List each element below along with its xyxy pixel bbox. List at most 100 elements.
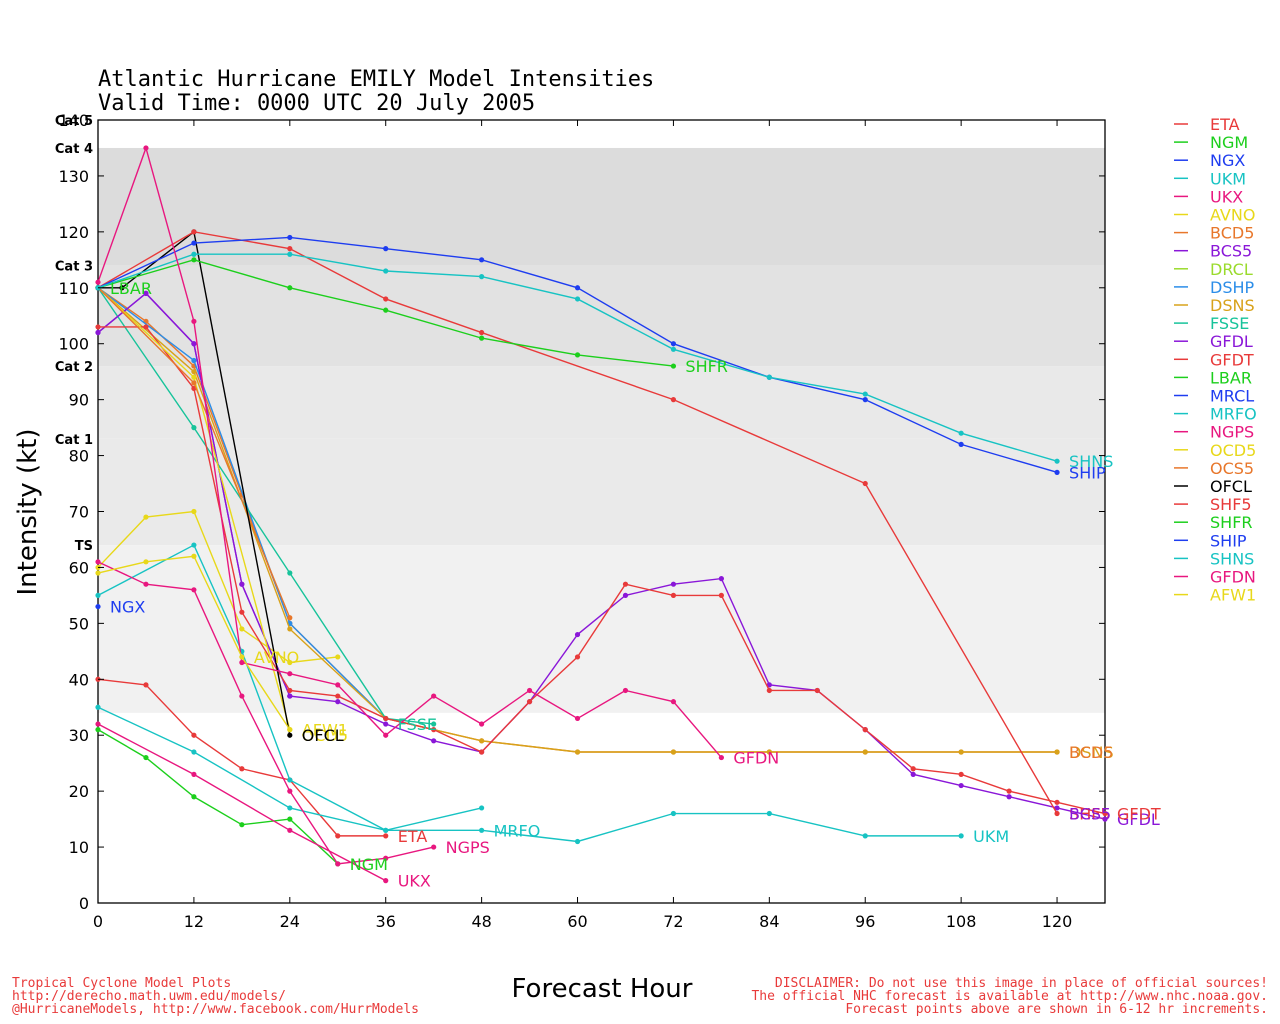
series-end-label: DSNS [1069, 743, 1114, 762]
data-point [191, 369, 197, 375]
x-tick-label: 12 [184, 912, 204, 931]
legend-entry: OCS5 [1210, 459, 1254, 478]
data-point [191, 380, 197, 386]
data-point [622, 687, 629, 694]
x-tick-label: 48 [471, 912, 491, 931]
x-tick-label: 72 [663, 912, 683, 931]
series-end-label: UKM [973, 827, 1009, 846]
data-point [670, 363, 677, 369]
series-ukx [95, 721, 389, 884]
series-end-label: GFDL [1117, 810, 1160, 829]
y-tick-label: 140 [58, 111, 89, 130]
data-point [143, 324, 149, 330]
footer-right-line1: DISCLAIMER: Do not use this image in pla… [775, 976, 1268, 991]
data-point [287, 251, 293, 257]
data-point [239, 609, 245, 615]
data-point [766, 682, 772, 688]
data-point [119, 285, 125, 291]
data-point [1102, 816, 1108, 822]
y-tick-label: 0 [79, 894, 89, 913]
x-tick-label: 120 [1042, 912, 1073, 931]
data-point [862, 727, 868, 733]
legend-entry: GFDN [1210, 568, 1256, 587]
data-point [958, 430, 964, 436]
x-axis-label: Forecast Hour [512, 974, 693, 1004]
series-line [97, 231, 1058, 814]
data-point [622, 581, 629, 587]
y-tick-label: 120 [58, 223, 89, 242]
data-point [1054, 749, 1060, 755]
data-point [335, 693, 341, 699]
data-point [95, 324, 101, 330]
chart-title: Atlantic Hurricane EMILY Model Intensiti… [98, 67, 654, 92]
data-point [431, 693, 437, 699]
legend-entry: BCS5 [1210, 242, 1252, 261]
data-point [287, 246, 293, 252]
series-end-label: MRFO [494, 821, 541, 840]
data-point [958, 441, 964, 447]
data-point [670, 749, 677, 755]
legend-entry: UKX [1210, 187, 1243, 206]
series-end-label: SHIP [1069, 463, 1106, 482]
data-point [143, 514, 149, 520]
footer-left-line1: Tropical Cyclone Model Plots [12, 976, 231, 991]
data-point [766, 749, 772, 755]
data-point [287, 615, 293, 621]
data-point [574, 654, 581, 660]
data-point [574, 352, 581, 358]
data-point [670, 346, 677, 352]
data-point [239, 693, 245, 699]
data-point [670, 699, 677, 705]
data-point [143, 581, 149, 587]
data-point [95, 721, 101, 727]
data-point [1006, 794, 1012, 800]
series-end-label: NGM [350, 855, 388, 874]
legend-entry: AVNO [1210, 206, 1255, 225]
series-end-label: SHFR [685, 357, 728, 376]
data-point [287, 805, 293, 811]
data-point [574, 285, 581, 291]
data-point [239, 659, 245, 666]
x-tick-label: 96 [855, 912, 875, 931]
legend-entry: SHNS [1210, 549, 1254, 568]
legend-entry: DRCL [1210, 260, 1253, 279]
data-point [95, 704, 101, 710]
data-point [191, 732, 197, 738]
series-end-label: NGPS [446, 838, 490, 857]
data-point [479, 329, 485, 336]
series-end-label: AFW1 [302, 721, 348, 740]
category-band [98, 366, 1105, 439]
data-point [383, 721, 389, 727]
legend-entry: SHIP [1210, 531, 1247, 550]
legend-entry: NGX [1210, 151, 1245, 170]
legend-entry: LBAR [1210, 368, 1252, 387]
y-tick-label: 60 [69, 558, 89, 577]
series-line [97, 287, 387, 719]
y-tick-label: 130 [58, 167, 89, 186]
y-tick-label: 20 [69, 782, 89, 801]
data-point [862, 833, 868, 839]
series-layer [95, 145, 1108, 884]
data-point [191, 508, 197, 515]
series-line [97, 729, 339, 865]
series-line [97, 561, 434, 865]
data-point [239, 822, 245, 828]
series-ngx [95, 603, 101, 610]
series-dsns [95, 285, 1060, 755]
series-ngps [95, 559, 437, 867]
x-tick-label: 24 [280, 912, 300, 931]
data-point [287, 827, 293, 833]
data-point [479, 749, 485, 755]
data-point [479, 738, 485, 744]
series-end-label: OCD5 [302, 726, 348, 745]
legend-entry: BCD5 [1210, 224, 1254, 243]
data-point [191, 318, 197, 324]
data-point [479, 257, 485, 263]
data-point [191, 357, 197, 364]
data-point [287, 777, 293, 783]
legend-entry: NGPS [1210, 423, 1254, 442]
y-tick-label: 90 [69, 391, 89, 410]
data-point [431, 721, 437, 727]
x-tick-label: 84 [759, 912, 779, 931]
